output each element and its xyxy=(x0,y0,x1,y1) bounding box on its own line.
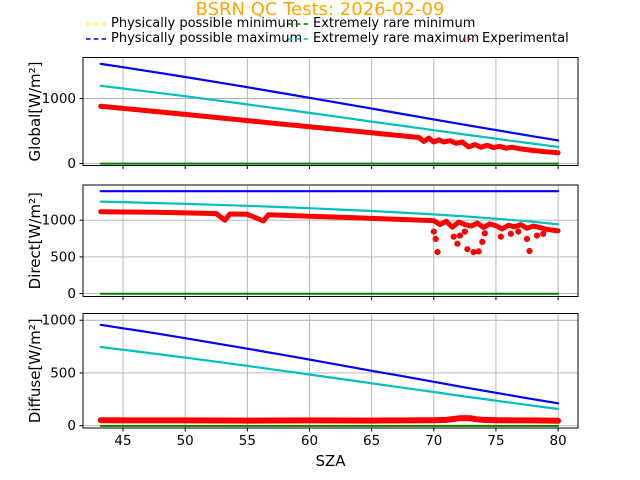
legend-dash-icon xyxy=(288,22,308,25)
series-experimental xyxy=(98,103,561,156)
scatter-point xyxy=(454,240,461,247)
scatter-point xyxy=(540,230,547,237)
scatter-point xyxy=(456,232,463,239)
x-tick-label: 50 xyxy=(177,433,194,449)
scatter-point xyxy=(470,249,477,256)
y-axis-label-direct: Direct[W/m²] xyxy=(26,192,44,289)
y-tick-label: 500 xyxy=(50,249,76,265)
y-axis-label-global: Global[W/m²] xyxy=(26,61,44,161)
legend-dash-icon xyxy=(288,37,308,40)
scatter-point xyxy=(481,230,488,237)
y-tick-label: 0 xyxy=(67,156,76,172)
scatter-point xyxy=(464,246,471,253)
x-tick-label: 75 xyxy=(487,433,504,449)
legend-label: Extremely rare maximum xyxy=(313,31,480,46)
scatter-point xyxy=(430,228,437,235)
legend-label: Physically possible minimum xyxy=(111,16,299,31)
x-tick-label: 45 xyxy=(114,433,131,449)
series-physically-possible-maximum xyxy=(99,62,560,142)
chart-title: BSRN QC Tests: 2026-02-09 xyxy=(195,0,445,20)
legend-item-physically-possible-minimum: Physically possible minimum xyxy=(85,16,298,31)
legend-item-extremely-rare-maximum: Extremely rare maximum xyxy=(287,31,479,46)
y-tick-label: 1000 xyxy=(42,213,76,229)
scatter-point xyxy=(533,232,541,239)
scatter-point xyxy=(434,249,441,256)
scatter-point xyxy=(507,230,514,237)
x-axis-label: SZA xyxy=(315,452,346,470)
scatter-point xyxy=(479,238,486,245)
y-tick-label: 1000 xyxy=(42,313,76,329)
scatter-point xyxy=(475,248,482,255)
legend-dots-icon xyxy=(462,37,477,40)
y-tick-label: 500 xyxy=(50,365,76,381)
series-physically-possible-maximum xyxy=(99,323,560,405)
axes-frame xyxy=(82,57,579,166)
series-experimental xyxy=(98,209,561,234)
x-tick-label: 70 xyxy=(425,433,442,449)
scatter-point xyxy=(526,247,533,255)
experimental-scatter xyxy=(430,228,547,256)
axes-frame xyxy=(82,313,579,429)
scatter-point xyxy=(515,228,522,235)
scatter-point xyxy=(450,233,457,240)
scatter-point xyxy=(497,233,504,240)
x-tick-label: 80 xyxy=(550,433,567,449)
series-extremely-rare-maximum xyxy=(99,84,560,148)
x-tick-label: 55 xyxy=(239,433,256,449)
scatter-point xyxy=(461,228,468,235)
y-tick-label: 0 xyxy=(67,418,76,434)
legend-label: Extremely rare minimum xyxy=(313,16,476,31)
y-tick-label: 1000 xyxy=(42,91,76,107)
legend-item-physically-possible-maximum: Physically possible maximum xyxy=(85,31,302,46)
legend-item-experimental: Experimental xyxy=(462,31,569,46)
axes-frame xyxy=(82,184,579,297)
legend-label: Experimental xyxy=(482,31,569,46)
y-tick-label: 0 xyxy=(67,286,76,302)
series-extremely-rare-maximum xyxy=(99,200,560,226)
legend-item-extremely-rare-minimum: Extremely rare minimum xyxy=(287,16,475,31)
scatter-point xyxy=(432,235,439,242)
series-extremely-rare-maximum xyxy=(99,345,560,411)
legend-dash-icon xyxy=(86,37,106,40)
x-tick-label: 60 xyxy=(301,433,318,449)
x-tick-label: 65 xyxy=(363,433,380,449)
y-axis-label-diffuse: Diffuse[W/m²] xyxy=(26,318,44,423)
scatter-point xyxy=(523,235,531,242)
series-experimental xyxy=(97,415,562,424)
legend-dash-icon xyxy=(86,22,106,25)
legend-label: Physically possible maximum xyxy=(111,31,303,46)
